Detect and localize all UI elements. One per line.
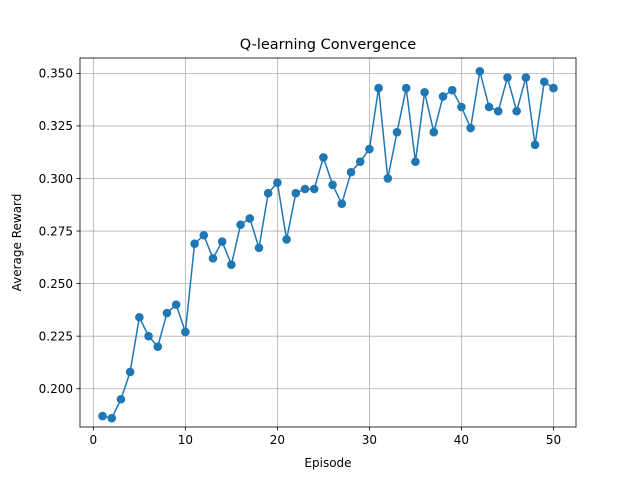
data-point	[190, 239, 199, 248]
data-point	[429, 127, 439, 137]
data-point	[282, 235, 291, 244]
data-point	[475, 66, 485, 76]
y-tick-label: 0.225	[39, 329, 73, 343]
x-tick-label: 50	[546, 433, 561, 447]
x-tick-label: 10	[178, 433, 193, 447]
grid	[80, 58, 576, 427]
data-point	[365, 144, 374, 154]
data-point	[521, 73, 531, 82]
y-axis-label: Average Reward	[10, 194, 24, 292]
data-point	[171, 300, 181, 309]
data-point	[153, 342, 163, 351]
y-axis: 0.200 0.225 0.250 0.275 0.300 0.325 0.350	[39, 67, 80, 396]
data-point	[245, 214, 255, 223]
y-tick-label: 0.350	[39, 67, 73, 81]
chart-title: Q-learning Convergence	[240, 37, 416, 53]
plot-frame	[79, 57, 577, 428]
data-point	[236, 220, 245, 230]
data-point	[273, 178, 282, 187]
data-point	[107, 413, 117, 423]
data-point	[355, 157, 365, 166]
data-point	[438, 92, 448, 101]
y-tick-label: 0.300	[39, 172, 73, 186]
data-point	[484, 102, 494, 112]
x-axis: 0 10 20 30 40 50	[90, 427, 561, 447]
data-point	[135, 312, 144, 322]
data-point	[466, 123, 475, 133]
data-point	[144, 331, 153, 341]
data-point	[493, 106, 503, 116]
x-tick-label: 30	[362, 433, 377, 447]
data-point	[162, 308, 172, 318]
x-tick-label: 40	[454, 433, 469, 447]
data-point	[503, 73, 512, 82]
data-point	[199, 230, 209, 240]
data-point	[319, 153, 328, 162]
data-point	[392, 127, 402, 137]
x-tick-label: 20	[270, 433, 285, 447]
data-point	[337, 199, 347, 209]
data-point	[116, 394, 126, 404]
data-point	[346, 167, 356, 177]
series-line	[102, 70, 554, 419]
data-point	[420, 87, 429, 97]
data-point	[512, 106, 521, 116]
data-point	[401, 83, 411, 93]
data-point	[383, 174, 393, 183]
data-point	[411, 157, 420, 166]
y-tick-label: 0.200	[39, 382, 73, 396]
data-point	[291, 188, 301, 198]
data-point	[263, 188, 273, 198]
data-point	[208, 254, 218, 263]
data-point	[530, 140, 540, 150]
y-tick-label: 0.275	[39, 224, 73, 238]
x-axis-label: Episode	[304, 456, 351, 470]
data-point	[227, 260, 236, 269]
data-point	[447, 85, 457, 95]
data-point	[457, 102, 466, 112]
y-tick-label: 0.325	[39, 119, 73, 133]
data-point	[217, 237, 227, 246]
data-point	[181, 327, 190, 337]
data-point	[309, 184, 319, 194]
x-tick-label: 0	[90, 433, 98, 447]
data-point	[374, 83, 383, 93]
data-point	[300, 184, 310, 194]
data-point	[549, 83, 558, 93]
data-point	[539, 77, 549, 87]
y-tick-label: 0.250	[39, 277, 73, 291]
data-point	[254, 243, 264, 253]
data-point	[328, 180, 337, 190]
data-point	[125, 367, 135, 377]
series-layer	[98, 66, 558, 423]
data-point	[98, 411, 107, 421]
